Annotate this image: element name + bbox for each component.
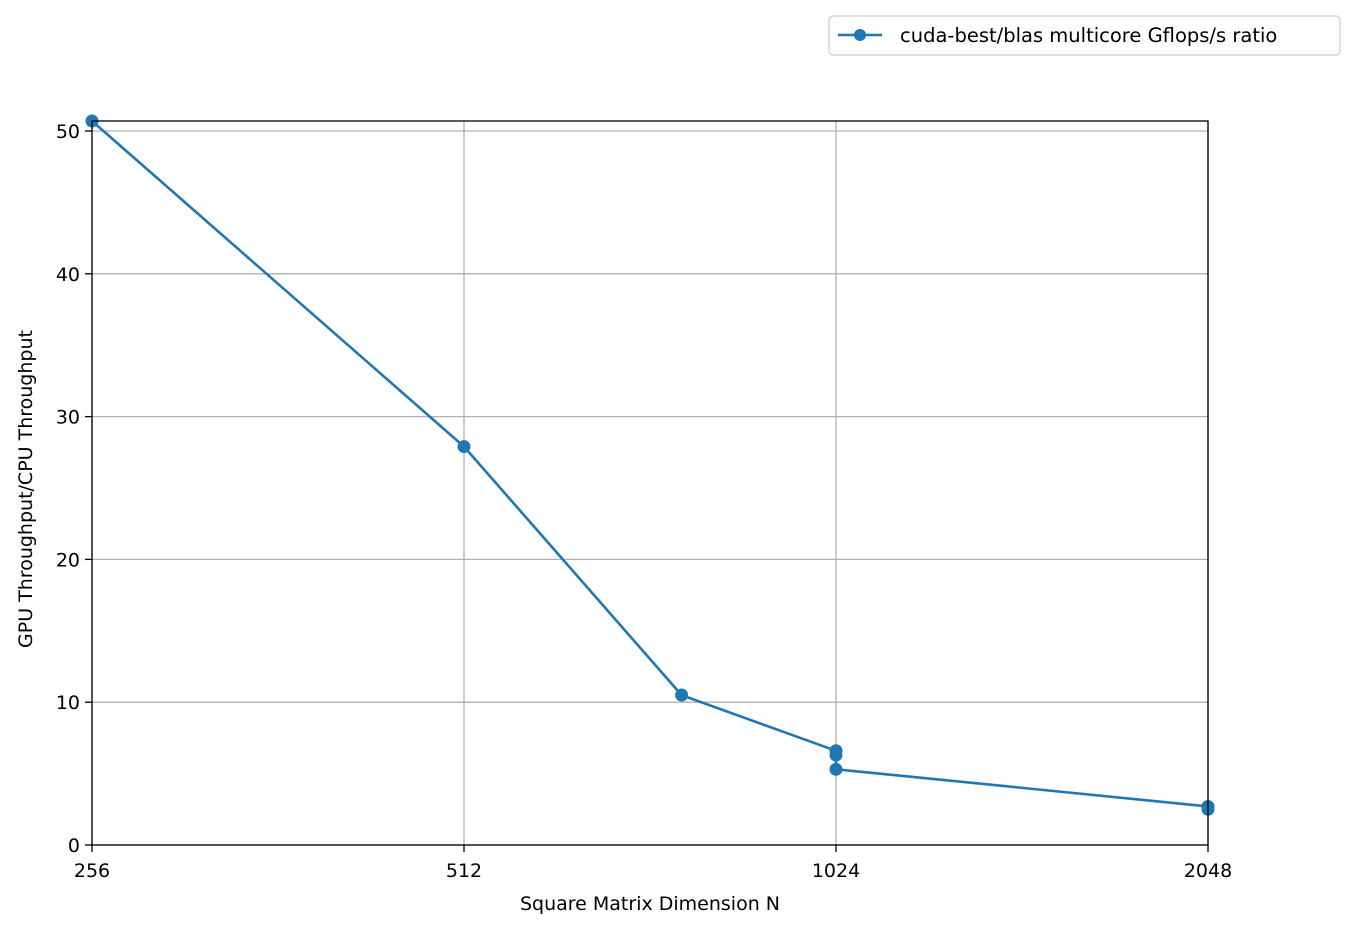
x-axis: 256 512 1024 2048 (74, 845, 1232, 882)
y-axis-label: GPU Throughput/CPU Throughput (15, 330, 37, 648)
data-point (675, 688, 689, 702)
y-tick-label: 10 (56, 692, 80, 714)
x-tick-label: 512 (446, 860, 482, 882)
legend-marker (854, 29, 866, 41)
data-point (829, 748, 843, 762)
x-tick-label: 2048 (1184, 860, 1232, 882)
y-tick-label: 50 (56, 121, 80, 143)
x-tick-label: 256 (74, 860, 110, 882)
y-tick-label: 30 (56, 407, 80, 429)
x-axis-label: Square Matrix Dimension N (520, 893, 780, 915)
legend-box (828, 15, 1341, 56)
y-tick-label: 0 (68, 835, 80, 857)
data-point (457, 440, 471, 454)
x-tick-label: 1024 (812, 860, 860, 882)
legend: cuda-best/blas multicore Gflops/s ratio (828, 15, 1341, 56)
y-axis: 0 10 20 30 40 50 (56, 121, 92, 857)
y-tick-label: 40 (56, 264, 80, 286)
y-tick-label: 20 (56, 549, 80, 571)
legend-label: cuda-best/blas multicore Gflops/s ratio (900, 24, 1277, 47)
plot-frame (91, 120, 1209, 846)
data-point (829, 762, 843, 776)
